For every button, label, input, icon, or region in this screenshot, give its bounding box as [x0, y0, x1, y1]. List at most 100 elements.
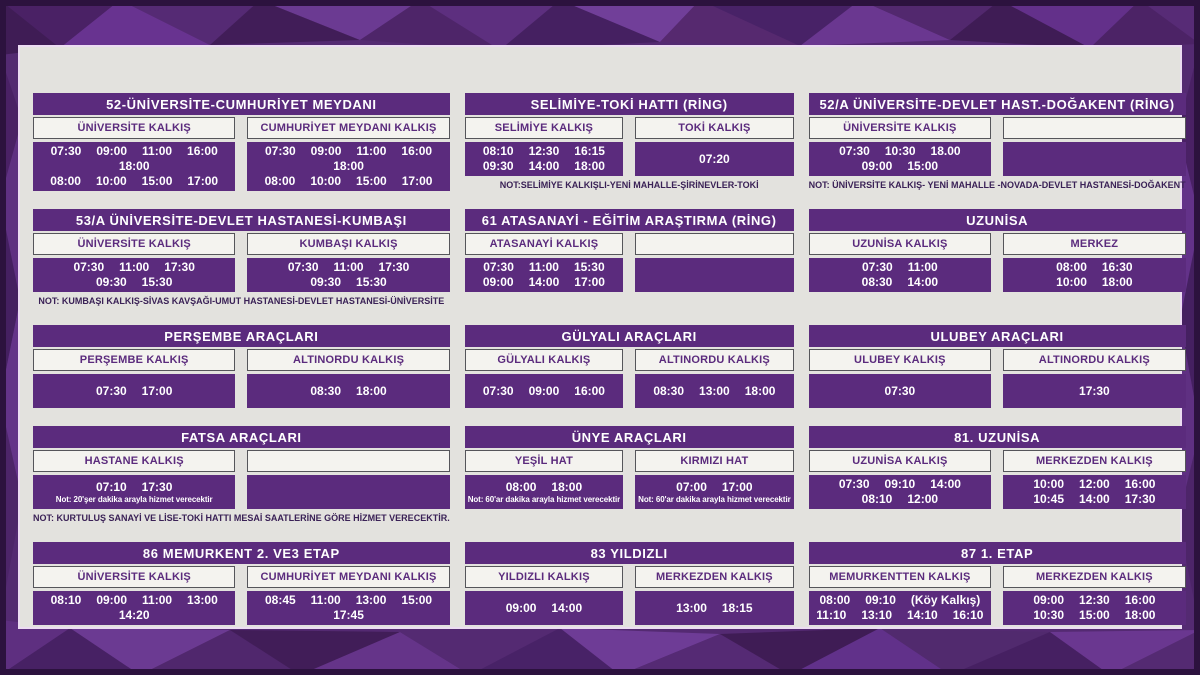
time-value: 18:00	[333, 159, 364, 173]
time-value: 10:00	[1033, 477, 1065, 491]
time-value: 11:00	[142, 144, 173, 158]
time-value: 07:30	[50, 144, 82, 158]
timetable-card: 83 YILDIZLI YILDIZLI KALKIŞ 09:00 14:00 M…	[464, 542, 794, 625]
times-cell: 07:30 17:00	[33, 374, 236, 408]
time-line: 07:30 09:10 14:00	[812, 477, 989, 492]
times-cell: 08:10 12:30 16:15 09:30 14:00 18:00	[464, 142, 624, 176]
time-value: 09:30	[482, 159, 514, 173]
time-value: 09:00	[310, 144, 342, 158]
time-value: 15:30	[141, 275, 173, 289]
timetable-column: HASTANE KALKIŞ 07:10 17:30 Not: 20'şer dak…	[33, 450, 236, 509]
time-line: 07:10 17:30	[36, 480, 232, 495]
times-cell: 08:00 09:10 (Köy Kalkış) 11:10 13:10 14:10 16:…	[808, 591, 992, 625]
column-header: MERKEZDEN KALKIŞ	[1003, 566, 1186, 588]
time-value: 08:30	[310, 383, 342, 398]
timetable-grid: 52-ÜNİVERSİTE-CUMHURİYET MEYDANI ÜNİVERS…	[18, 45, 1186, 629]
time-value: 08:10	[50, 593, 82, 607]
time-line: 08:00 18:00	[468, 480, 620, 495]
time-line: 08:10 12:00	[812, 492, 989, 507]
time-value: 17:00	[187, 174, 219, 188]
time-value: 16:00	[1124, 477, 1156, 491]
column-header	[247, 450, 450, 472]
time-value: 12:00	[1079, 477, 1110, 491]
timetable-note: NOT: ÜNİVERSİTE KALKIŞ- YENİ MAHALLE -NO…	[808, 180, 1186, 190]
time-value: 13:00	[676, 600, 707, 615]
time-value: 17:45	[333, 608, 364, 622]
time-value: 14:00	[1079, 492, 1110, 506]
timetable-column: GÜLYALI KALKIŞ 07:30 09:00 16:00	[464, 349, 624, 408]
times-cell: 07:30 11:00 17:30 09:30 15:30	[247, 258, 450, 292]
times-cell: 08:10 09:00 11:00 13:00 14:20	[33, 591, 236, 625]
timetable-title: 53/A ÜNİVERSİTE-DEVLET HASTANESİ-KUMBAŞI	[33, 209, 450, 231]
timetable-column: YILDIZLI KALKIŞ 09:00 14:00	[464, 566, 624, 625]
timetable-note: NOT: KURTULUŞ SANAYİ VE LİSE-TOKİ HATTI …	[33, 513, 450, 523]
timetable-column: MERKEZDEN KALKIŞ 10:00 12:00 16:00 10:45 14:…	[1003, 450, 1186, 509]
timetable-title: 52-ÜNİVERSİTE-CUMHURİYET MEYDANI	[33, 93, 450, 115]
time-value: 17:30	[378, 260, 410, 274]
time-value: 07:30	[95, 383, 127, 398]
time-value: 18.00	[930, 144, 961, 158]
timetable-column: ÜNİVERSİTE KALKIŞ 07:30 10:30 18.00 09:00 15…	[808, 117, 992, 176]
timetable-columns: PERŞEMBE KALKIŞ 07:30 17:00 ALTINORDU KAL…	[33, 349, 450, 408]
time-line: 08:10 09:00 11:00 13:00 14:20	[36, 593, 232, 623]
column-header: SELİMİYE KALKIŞ	[464, 117, 624, 139]
time-line: 07:30 10:30 18.00	[812, 144, 989, 159]
time-value: 11:00	[333, 260, 364, 274]
times-cell	[635, 258, 794, 292]
column-header: UZUNİSA KALKIŞ	[808, 450, 992, 472]
times-cell: 10:00 12:00 16:00 10:45 14:00 17:30	[1003, 475, 1186, 509]
timetable-column: PERŞEMBE KALKIŞ 07:30 17:00	[33, 349, 236, 408]
time-value: 13:00	[187, 593, 218, 607]
times-cell: 07:20	[635, 142, 794, 176]
timetable-column: ÜNİVERSİTE KALKIŞ 08:10 09:00 11:00 13:00 14…	[33, 566, 236, 625]
time-value: 09:30	[310, 275, 342, 289]
time-line: 08:30 14:00	[812, 275, 989, 290]
times-cell: 07:30	[808, 374, 992, 408]
time-line: 17:30	[1006, 384, 1183, 399]
column-header: TOKİ KALKIŞ	[635, 117, 794, 139]
time-value: 18:15	[721, 600, 753, 615]
timetable-card: 53/A ÜNİVERSİTE-DEVLET HASTANESİ-KUMBAŞI…	[33, 209, 450, 307]
timetable-column: KUMBAŞI KALKIŞ 07:30 11:00 17:30 09:30 15:30	[247, 233, 450, 292]
time-value: 17:30	[1079, 383, 1110, 398]
time-value: 18:00	[356, 383, 387, 398]
time-value: 11:10	[816, 608, 847, 622]
timetable-column: TOKİ KALKIŞ 07:20	[635, 117, 794, 176]
time-value: 09:00	[96, 144, 128, 158]
time-line: 09:00 14:00	[468, 601, 620, 616]
time-line: 07:30 11:00	[812, 260, 989, 275]
time-line: 08:30 18:00	[250, 384, 446, 399]
time-line: 08:00 16:30	[1006, 260, 1183, 275]
column-header: KUMBAŞI KALKIŞ	[247, 233, 450, 255]
times-cell: 08:00 18:00 Not: 60'ar dakika arayla hizme…	[464, 475, 624, 509]
time-value: 14:00	[528, 159, 560, 173]
time-value: 18:00	[744, 383, 776, 398]
time-value: 13:00	[699, 383, 730, 398]
time-value: 08:00	[1056, 260, 1087, 274]
column-header: CUMHURİYET MEYDANI KALKIŞ	[247, 566, 450, 588]
timetable-column: ALTINORDU KALKIŞ 08:30 13:00 18:00	[635, 349, 794, 408]
time-value: 15:00	[141, 174, 173, 188]
time-value: 15:00	[907, 159, 939, 173]
column-header: ULUBEY KALKIŞ	[808, 349, 992, 371]
time-value: 09:10	[865, 593, 896, 607]
time-value: 16:30	[1101, 260, 1133, 274]
time-value: 10:45	[1033, 492, 1065, 506]
timetable-columns: MEMURKENTTEN KALKIŞ 08:00 09:10 (Köy Kalkı…	[808, 566, 1186, 625]
time-line: 09:30 14:00 18:00	[468, 159, 620, 174]
column-header: ÜNİVERSİTE KALKIŞ	[33, 117, 236, 139]
time-value: 07:30	[264, 144, 296, 158]
time-value: 16:00	[187, 144, 218, 158]
time-value: 09:10	[884, 477, 916, 491]
timetable-column: MERKEZDEN KALKIŞ 13:00 18:15	[635, 566, 794, 625]
time-value: 09:00	[482, 275, 514, 289]
time-value: 09:00	[96, 593, 128, 607]
cell-note: Not: 60'ar dakika arayla hizmet verecekt…	[638, 494, 791, 504]
time-value: 11:00	[907, 260, 938, 274]
times-cell: 07:30 11:00 15:30 09:00 14:00 17:00	[464, 258, 624, 292]
timetable-column: ATASANAYİ KALKIŞ 07:30 11:00 15:30 09:00 14:…	[464, 233, 624, 292]
column-header: GÜLYALI KALKIŞ	[464, 349, 624, 371]
times-cell: 09:00 14:00	[464, 591, 624, 625]
column-header: ALTINORDU KALKIŞ	[247, 349, 450, 371]
time-value: 07:30	[862, 260, 893, 274]
